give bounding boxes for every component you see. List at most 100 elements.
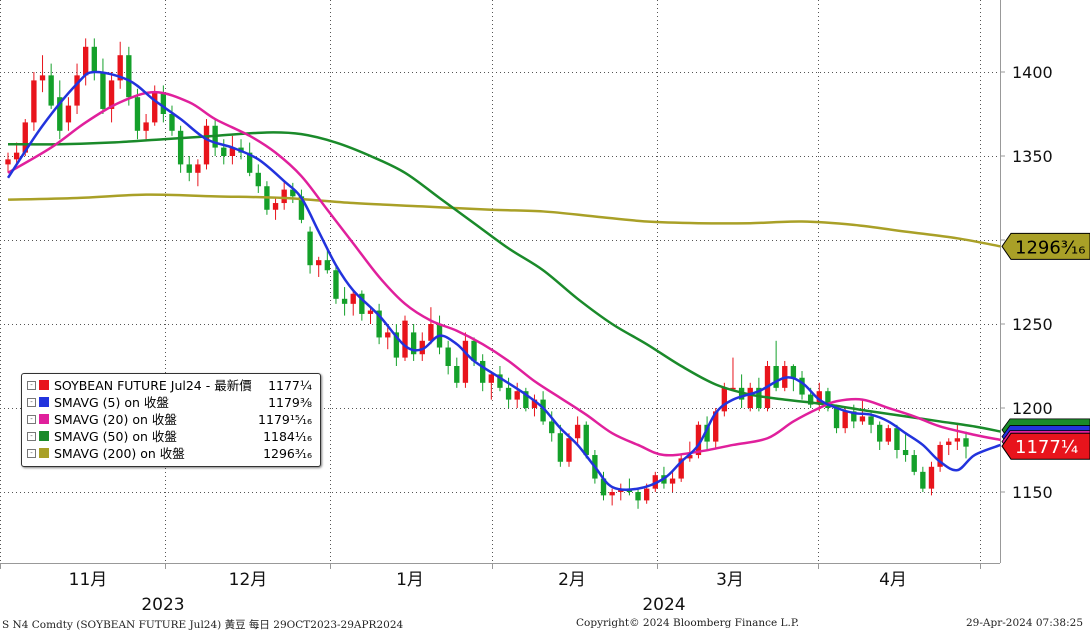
candle-up <box>574 424 581 439</box>
legend-collapse-icon[interactable]: - <box>27 432 36 441</box>
candle-up <box>385 332 391 338</box>
candle-up <box>937 444 943 467</box>
candle-up <box>687 455 693 459</box>
candle-down <box>833 408 840 429</box>
y-tick-label: 1150 <box>1012 483 1053 502</box>
candle-up <box>566 438 572 462</box>
legend-value-sma50: 1184¹⁄₁₆ <box>263 429 312 444</box>
plot-area <box>0 0 1000 563</box>
candle-up <box>609 492 615 496</box>
legend-row-sma20: - SMAVG (20) on 收盤 1179¹⁵⁄₁₆ <box>26 411 316 428</box>
candle-down <box>91 46 97 72</box>
legend-value-price: 1177¼ <box>268 378 312 393</box>
candle-down <box>523 391 529 408</box>
legend-row-sma200: - SMAVG (200) on 收盤 1296³⁄₁₆ <box>26 445 316 462</box>
candle-up <box>31 80 37 123</box>
candle-up <box>885 428 891 442</box>
candle-down <box>851 411 857 422</box>
candle-down <box>557 433 564 462</box>
candle-down <box>825 391 831 408</box>
legend-label-sma50: SMAVG (50) on 收盤 <box>54 429 177 444</box>
candle-up <box>143 122 149 131</box>
candle-up <box>643 488 650 501</box>
candle-down <box>341 298 348 304</box>
candle-up <box>713 411 719 442</box>
legend-collapse-icon[interactable]: - <box>27 415 36 424</box>
candle-up <box>195 164 201 173</box>
candle-up <box>678 458 684 479</box>
candle-up <box>928 466 935 489</box>
candle-down <box>963 438 969 447</box>
candle-up <box>74 75 80 106</box>
candle-down <box>600 478 607 496</box>
y-tick-label: 1350 <box>1012 147 1053 166</box>
sma20-line <box>7 90 1001 457</box>
candle-down <box>454 366 460 383</box>
candle-up <box>695 424 702 456</box>
candle-up <box>946 441 952 445</box>
candle-up <box>402 320 408 358</box>
price-tag-sma200 <box>1001 232 1090 260</box>
x-month-label: 4月 <box>879 570 907 590</box>
x-year-label: 2023 <box>141 595 184 615</box>
candle-up <box>13 152 20 160</box>
candle-down <box>376 310 382 338</box>
candle-down <box>583 424 589 456</box>
candle-down <box>704 424 710 442</box>
candle-down <box>920 471 926 489</box>
candle-up <box>859 416 866 422</box>
candle-up <box>514 391 520 400</box>
chart-legend: - SOYBEAN FUTURE Jul24 - 最新價 1177¼ - SMA… <box>21 373 321 467</box>
candle-down <box>177 130 184 165</box>
candle-down <box>877 424 883 442</box>
candle-up <box>350 293 356 304</box>
price-tag-last <box>1001 432 1090 460</box>
candle-up <box>730 387 736 390</box>
candle-up <box>22 122 28 153</box>
candle-up <box>281 189 287 204</box>
sma200-line <box>7 193 1001 248</box>
candle-up <box>229 147 236 156</box>
price-tag-last-text: 1177¼ <box>1015 437 1078 458</box>
candle-down <box>505 387 512 400</box>
candle-up <box>747 387 753 408</box>
candle-down <box>221 147 227 156</box>
candle-down <box>894 428 900 450</box>
x-month-label: 1月 <box>396 570 424 590</box>
candle-up <box>65 105 72 123</box>
legend-label-sma5: SMAVG (5) on 收盤 <box>54 395 169 410</box>
x-month-label: 2月 <box>558 570 586 590</box>
candle-down <box>902 450 909 456</box>
legend-collapse-icon[interactable]: - <box>27 381 36 390</box>
candle-down <box>549 421 555 434</box>
candle-down <box>290 189 296 197</box>
candle-up <box>316 260 322 266</box>
legend-value-sma200: 1296³⁄₁₆ <box>263 446 312 461</box>
candle-down <box>48 75 54 106</box>
candle-down <box>307 231 313 266</box>
legend-label-sma200: SMAVG (200) on 收盤 <box>54 446 185 461</box>
footer-ticker-info: S N4 Comdty (SOYBEAN FUTURE Jul24) 黃豆 每日… <box>2 619 404 631</box>
candle-up <box>83 46 89 76</box>
candle-up <box>272 203 279 210</box>
candle-down <box>868 416 874 425</box>
candle-down <box>169 114 175 131</box>
candle-down <box>635 492 641 501</box>
legend-row-price: - SOYBEAN FUTURE Jul24 - 最新價 1177¼ <box>26 377 316 394</box>
candle-up <box>203 125 210 165</box>
y-tick-label: 1250 <box>1012 315 1053 334</box>
candle-up <box>152 92 158 123</box>
sma5-line <box>6 70 1001 491</box>
candle-down <box>773 366 779 388</box>
legend-swatch-sma50 <box>39 431 49 441</box>
legend-collapse-icon[interactable]: - <box>27 398 36 407</box>
candle-down <box>160 92 167 114</box>
candle-up <box>842 411 848 429</box>
candle-up <box>39 75 46 81</box>
candle-down <box>790 366 797 378</box>
candle-down <box>410 332 417 355</box>
legend-swatch-sma200 <box>39 448 49 458</box>
legend-collapse-icon[interactable]: - <box>27 449 36 458</box>
candle-down <box>497 374 503 388</box>
